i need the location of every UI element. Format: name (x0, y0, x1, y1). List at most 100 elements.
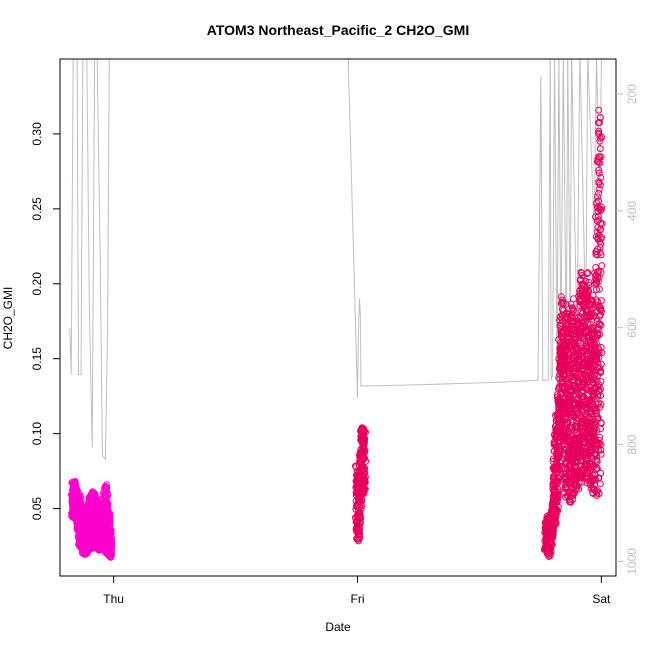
data-point (554, 494, 562, 502)
y-axis-label: CH2O_GMI (1, 287, 15, 350)
data-point (106, 544, 114, 552)
data-point (589, 291, 597, 299)
data-point (574, 388, 582, 395)
data-point (594, 298, 602, 306)
y2-tick-label: 600 (625, 317, 639, 337)
data-point (595, 169, 603, 177)
data-point (597, 360, 605, 368)
x-tick-label: Sat (592, 592, 611, 606)
data-point (597, 311, 604, 319)
data-point (597, 269, 605, 276)
data-point (595, 189, 603, 197)
data-point (595, 490, 603, 498)
data-point (103, 492, 111, 500)
data-point (552, 519, 560, 526)
x-axis: Thu Fri Sat (103, 575, 611, 606)
data-point (570, 336, 578, 343)
data-point (102, 483, 110, 491)
y-tick-label: 0.10 (30, 422, 44, 446)
data-point (356, 518, 364, 526)
data-point (583, 270, 591, 278)
x-axis-label: Date (325, 620, 351, 634)
data-point (361, 465, 369, 473)
data-point (596, 181, 604, 189)
data-point (578, 389, 586, 397)
data-point (357, 514, 365, 522)
data-point (596, 364, 603, 372)
data-point (553, 506, 561, 514)
data-point (554, 474, 562, 481)
data-point (596, 403, 604, 411)
data-point (354, 537, 362, 545)
y-tick-label: 0.15 (30, 347, 44, 371)
data-point (598, 307, 605, 315)
data-point (356, 496, 364, 504)
data-point (356, 534, 364, 541)
data-point (554, 503, 562, 511)
x-tick-label: Thu (103, 592, 124, 606)
data-point (594, 212, 602, 220)
data-point (593, 356, 601, 364)
y2-tick-label: 800 (625, 434, 639, 454)
data-point (107, 534, 115, 542)
data-point (596, 137, 604, 145)
y-tick-label: 0.30 (30, 122, 44, 146)
data-point (598, 262, 606, 270)
data-point (572, 485, 580, 493)
data-point (554, 485, 562, 493)
data-point (584, 269, 592, 277)
data-point (597, 446, 605, 454)
data-point (597, 378, 605, 386)
data-point (594, 278, 602, 286)
data-point (361, 485, 369, 493)
data-points-layer (68, 106, 606, 561)
plot-frame (59, 58, 617, 577)
data-point (596, 330, 604, 338)
data-point (569, 314, 577, 322)
data-point (595, 127, 603, 135)
data-point (566, 498, 574, 505)
data-point (597, 206, 605, 214)
data-point (106, 513, 114, 521)
data-point (554, 477, 562, 485)
data-point (361, 447, 369, 455)
data-point (360, 440, 368, 448)
y2-tick-label: 1000 (625, 548, 639, 575)
data-point (101, 482, 109, 490)
data-point (597, 240, 605, 248)
data-point (594, 329, 602, 337)
data-point (597, 174, 605, 181)
y-tick-label: 0.25 (30, 197, 44, 221)
data-point (575, 485, 583, 493)
y-tick-label: 0.05 (30, 497, 44, 521)
data-point (557, 293, 565, 301)
data-point (589, 323, 596, 331)
data-point (598, 203, 605, 211)
data-point (592, 314, 600, 322)
data-point (360, 425, 368, 433)
data-point (595, 436, 603, 444)
data-point (551, 515, 559, 523)
data-point (593, 426, 601, 434)
data-point (594, 414, 602, 422)
data-point (597, 153, 605, 161)
data-point (356, 509, 364, 517)
data-point (104, 500, 111, 507)
y2-axis: 200 400 600 800 1000 (616, 84, 639, 575)
data-point (566, 401, 574, 409)
data-point (596, 244, 604, 252)
data-point (595, 354, 603, 362)
data-point (597, 450, 605, 458)
data-point (596, 440, 604, 448)
data-point (360, 437, 368, 445)
data-point (358, 497, 366, 505)
data-point (598, 133, 606, 141)
data-point (597, 344, 605, 351)
data-point (596, 114, 604, 122)
data-point (593, 412, 601, 420)
data-point (598, 220, 606, 227)
data-point (360, 484, 368, 492)
data-point (590, 426, 598, 434)
data-point (597, 441, 605, 449)
